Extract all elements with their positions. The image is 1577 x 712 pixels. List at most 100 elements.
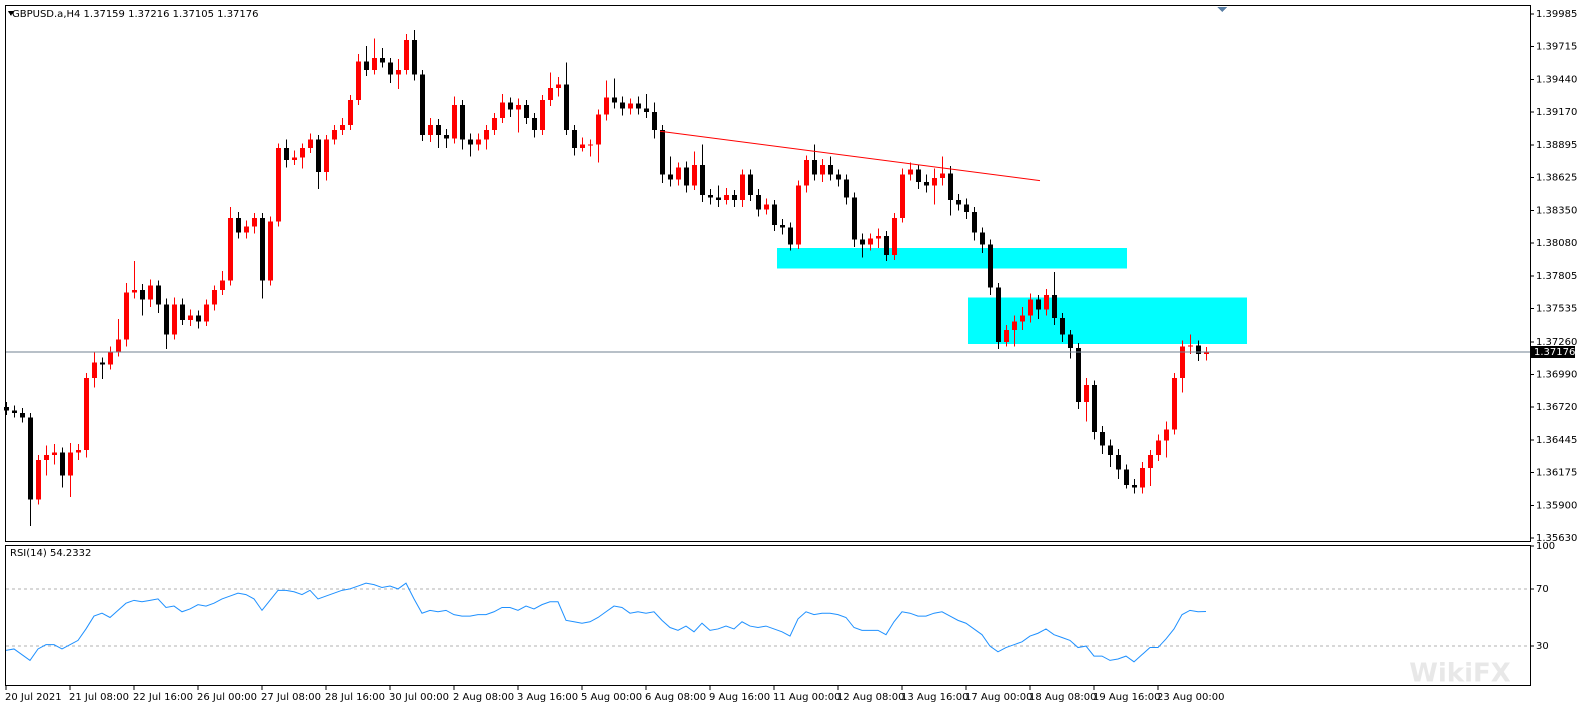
candle-body [748,174,753,196]
candle-body [564,84,569,131]
candle-body [284,148,289,161]
candle-body [764,204,769,210]
candle-body [372,57,377,70]
y-tick-label: 1.39170 [1536,107,1577,118]
y-tick-label: 1.38625 [1536,173,1577,184]
candle-body [180,304,185,321]
candle-body [1100,432,1105,446]
candle-body [860,239,865,245]
symbol-header: GBPUSD.a,H4 1.37159 1.37216 1.37105 1.37… [12,9,259,20]
y-tick-label: 70 [1536,584,1549,595]
candle-body [1124,469,1129,486]
candle-body [644,108,649,112]
candle-body [604,97,609,115]
y-tick-label: 100 [1536,541,1555,552]
x-tick-label: 20 Jul 2021 [5,692,62,703]
candle-body [1116,454,1121,470]
candle-body [972,211,977,233]
x-tick-label: 18 Aug 08:00 [1029,692,1096,703]
candle-body [884,235,889,256]
candle-body [412,39,417,75]
x-tick-label: 23 Aug 00:00 [1157,692,1224,703]
candle-body [964,204,969,212]
candle-body [612,97,617,103]
candle-body [236,217,241,233]
candle-body [908,169,913,175]
candle-body [340,125,345,131]
y-tick-label: 1.39985 [1536,9,1577,20]
candle-body [532,118,537,131]
candle-body [876,235,881,239]
candle-body [828,164,833,175]
candle-body [436,125,441,135]
candle-body [652,111,657,131]
y-tick-label: 1.38080 [1536,238,1577,249]
x-tick-label: 6 Aug 08:00 [645,692,706,703]
candle-body [852,197,857,240]
candle-body [1076,347,1081,403]
candle-body [36,459,41,500]
rsi-header: RSI(14) 54.2332 [10,548,91,559]
candle-body [1140,468,1145,488]
candle-body [428,125,433,135]
candle-body [356,61,361,100]
candle-body [620,102,625,109]
candle-body [1020,315,1025,322]
candle-body [740,174,745,200]
candle-body [1108,445,1113,455]
trendline [659,130,1041,182]
candle-body [76,450,81,453]
candle-body [772,204,777,226]
candle-body [324,139,329,173]
header-arrow [8,11,14,16]
y-tick-label: 1.37805 [1536,271,1577,282]
candle-body [252,217,257,227]
y-tick-label: 1.38350 [1536,206,1577,217]
candle-body [588,144,593,146]
candle-body [580,144,585,149]
candle-body [140,290,145,300]
candle-body [156,285,161,305]
candle-body [124,292,129,340]
candle-body [68,452,73,476]
candle-body [228,217,233,281]
candle-body [12,410,17,413]
candle-body [396,69,401,75]
candle-body [460,104,465,140]
candle-body [548,87,553,100]
candle-body [724,195,729,200]
candle-body [804,160,809,186]
zone [777,247,1127,269]
y-tick-label: 1.36720 [1536,402,1577,413]
y-tick-label: 1.35900 [1536,500,1577,511]
candle-body [196,315,201,322]
x-tick-label: 30 Jul 00:00 [389,692,449,703]
candle-body [332,130,337,140]
candle-body [60,452,65,476]
candle-body [716,197,721,200]
candle-body [484,130,489,140]
y-tick-label: 1.39715 [1536,41,1577,52]
candle-body [524,104,529,119]
candle-body [1188,345,1193,347]
candle-body [676,167,681,180]
candle-body [540,99,545,131]
candle-body [164,304,169,335]
candle-body [892,217,897,256]
y-tick-label: 1.37535 [1536,304,1577,315]
candle-body [756,195,761,210]
candle-body [1132,485,1137,488]
candle-body [732,195,737,200]
candle-body [596,114,601,145]
candle-body [1164,429,1169,441]
candle-body [1084,385,1089,403]
zone [968,297,1247,345]
candle-body [692,164,697,186]
candle-body [684,167,689,186]
x-tick-label: 13 Aug 16:00 [901,692,968,703]
candle-body [1092,385,1097,433]
x-tick-label: 11 Aug 00:00 [773,692,840,703]
candle-body [628,103,633,109]
